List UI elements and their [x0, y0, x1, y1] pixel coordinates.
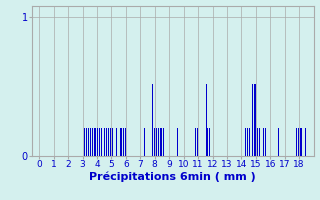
- Bar: [108, 128, 109, 156]
- Bar: [86, 128, 87, 156]
- Bar: [92, 128, 93, 156]
- Bar: [93, 128, 95, 156]
- Bar: [88, 128, 89, 156]
- Bar: [177, 128, 178, 156]
- Bar: [97, 128, 98, 156]
- Bar: [305, 128, 306, 156]
- Bar: [84, 128, 85, 156]
- Bar: [90, 128, 91, 156]
- Bar: [259, 128, 260, 156]
- Bar: [253, 84, 255, 156]
- Bar: [120, 128, 121, 156]
- Bar: [247, 128, 248, 156]
- Bar: [252, 84, 253, 156]
- Bar: [152, 84, 153, 156]
- Bar: [116, 128, 117, 156]
- Bar: [162, 128, 163, 156]
- Bar: [196, 128, 197, 156]
- Bar: [298, 128, 299, 156]
- Bar: [265, 128, 266, 156]
- Bar: [255, 84, 257, 156]
- Bar: [106, 128, 107, 156]
- Bar: [95, 128, 96, 156]
- Bar: [112, 128, 113, 156]
- Bar: [296, 128, 297, 156]
- Bar: [125, 128, 126, 156]
- X-axis label: Précipitations 6min ( mm ): Précipitations 6min ( mm ): [89, 172, 256, 182]
- Bar: [278, 128, 279, 156]
- Bar: [205, 84, 206, 156]
- Bar: [257, 128, 258, 156]
- Bar: [263, 128, 264, 156]
- Bar: [101, 128, 102, 156]
- Bar: [110, 128, 111, 156]
- Bar: [104, 128, 105, 156]
- Bar: [301, 128, 302, 156]
- Bar: [209, 128, 210, 156]
- Bar: [207, 128, 208, 156]
- Bar: [158, 128, 159, 156]
- Bar: [163, 128, 164, 156]
- Bar: [123, 128, 124, 156]
- Bar: [156, 128, 157, 156]
- Bar: [122, 128, 123, 156]
- Bar: [144, 128, 145, 156]
- Bar: [245, 128, 246, 156]
- Bar: [249, 128, 250, 156]
- Bar: [160, 128, 161, 156]
- Bar: [195, 128, 196, 156]
- Bar: [154, 128, 155, 156]
- Bar: [99, 128, 100, 156]
